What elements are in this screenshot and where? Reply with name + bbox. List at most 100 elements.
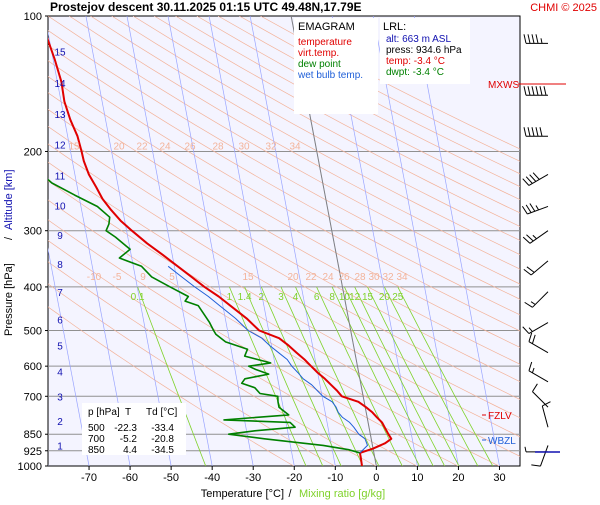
legend-item-virt-temp: virt.temp. (298, 48, 339, 59)
table-row-700-t: -5.2 (120, 434, 138, 445)
chart-title: Prostejov descent 30.11.2025 01:15 UTC 4… (50, 0, 362, 14)
adiabat-label: 24 (322, 272, 334, 283)
y-tick-label: 300 (24, 226, 42, 238)
table-row-700-td: -20.8 (151, 434, 174, 445)
y-axis-label-separator: / (3, 236, 15, 240)
legend-box: EMAGRAM temperature virt.temp. dew point… (294, 18, 378, 114)
y-tick-label: 700 (24, 391, 42, 403)
legend-item-dew-point: dew point (298, 59, 341, 70)
x-tick-label: -60 (122, 472, 138, 484)
adiabat-label: 20 (287, 272, 299, 283)
altitude-tick-label: 4 (57, 367, 63, 378)
wind-barb (524, 34, 548, 43)
wind-barb (523, 231, 548, 244)
adiabat-label: 32 (265, 141, 277, 152)
y-tick-label: 400 (24, 282, 42, 294)
x-axis-title: Temperature [°C] / Mixing ratio [g/kg] (201, 488, 385, 500)
wind-barb (531, 445, 548, 466)
mixing-ratio-label: 8 (329, 292, 335, 303)
x-axis-label: Temperature [°C] (201, 488, 284, 500)
adiabat-label: 15 (242, 272, 254, 283)
altitude-tick-label: 6 (57, 315, 63, 326)
wind-barb (524, 261, 548, 275)
altitude-tick-label: 12 (54, 141, 66, 152)
summary-table: p [hPa] T Td [°C] 500 -22.3 -33.4 700 -5… (82, 403, 186, 456)
wind-barb (523, 323, 548, 334)
lrl-pressure: press: 934.6 hPa (386, 45, 462, 56)
lrl-temperature: temp: -3.4 °C (386, 56, 445, 67)
x-tick-label: 0 (373, 472, 379, 484)
wind-barb (522, 203, 548, 214)
wind-barb (524, 86, 548, 95)
mixing-ratio-label: 25 (392, 292, 404, 303)
mixing-ratio-label: 20 (379, 292, 391, 303)
isotherm-line (0, 16, 7, 466)
adiabat-label: 30 (238, 141, 250, 152)
adiabat-label: 26 (338, 272, 350, 283)
adiabat-label: 24 (159, 141, 171, 152)
y-axis-title: Pressure [hPa] / Altitude [km] (3, 169, 15, 336)
mixing-ratio-label: 3 (278, 292, 284, 303)
table-row-850-p: 850 (88, 445, 105, 456)
credit-text: CHMI © 2025 (530, 2, 597, 14)
lrl-altitude: alt: 663 m ASL (386, 34, 451, 45)
y-tick-label: 500 (24, 326, 42, 338)
mixing-ratio-label: 0.1 (131, 292, 145, 303)
mixing-ratio-label: 15 (362, 292, 374, 303)
table-row-850-td: -34.5 (151, 445, 174, 456)
adiabat-label: 26 (184, 141, 196, 152)
y-tick-label: 925 (24, 446, 42, 458)
adiabat-label: 9 (140, 272, 146, 283)
x-tick-label: -30 (245, 472, 261, 484)
altitude-tick-label: 1 (57, 441, 63, 452)
table-row-500-t: -22.3 (114, 423, 137, 434)
mixing-ratio-label: 12 (349, 292, 361, 303)
table-header-t: T (125, 407, 131, 418)
x-tick-label: -40 (204, 472, 220, 484)
mixing-ratio-label: 4 (293, 292, 299, 303)
y-axis-label-altitude: Altitude [km] (3, 169, 15, 230)
x-tick-label: -20 (286, 472, 302, 484)
adiabat-label: -5 (113, 272, 122, 283)
altitude-tick-label: 2 (57, 417, 63, 428)
wind-barb (529, 362, 548, 382)
adiabat-label: 32 (382, 272, 394, 283)
x-axis-label-separator: / (288, 488, 292, 500)
table-row-700-p: 700 (88, 434, 105, 445)
adiabat-label: 28 (354, 272, 366, 283)
x-tick-label: -70 (81, 472, 97, 484)
marker-fzlv: FZLV (488, 411, 512, 422)
altitude-tick-label: 13 (54, 110, 66, 121)
mixing-ratio-label: 6 (314, 292, 320, 303)
altitude-tick-label: 14 (54, 79, 66, 90)
y-tick-label: 850 (24, 429, 42, 441)
x-tick-label: 20 (452, 472, 464, 484)
table-row-500-td: -33.4 (151, 423, 174, 434)
wind-barb (529, 333, 548, 353)
adiabat-label: 5 (169, 272, 175, 283)
adiabat-label: 20 (113, 141, 125, 152)
wind-barb (523, 173, 548, 186)
table-row-500-p: 500 (88, 423, 105, 434)
adiabat-label: -10 (87, 272, 102, 283)
mixing-ratio-label: 2 (259, 292, 265, 303)
adiabat-label: 28 (212, 141, 224, 152)
y-axis-label: Pressure [hPa] (3, 263, 15, 336)
adiabat-label: 22 (136, 141, 148, 152)
adiabat-label: 15 (68, 141, 80, 152)
adiabat-label: 30 (368, 272, 380, 283)
wind-barb (525, 292, 548, 308)
legend-title: EMAGRAM (298, 21, 355, 33)
mixing-ratio-label: 1 (227, 292, 233, 303)
marker-wbzl: WBZL (488, 436, 516, 447)
altitude-tick-label: 8 (57, 260, 63, 271)
y-tick-label: 1000 (18, 461, 42, 473)
adiabat-label: 22 (305, 272, 317, 283)
y-tick-label: 100 (24, 11, 42, 23)
altitude-tick-label: 3 (57, 392, 63, 403)
wind-barb (525, 447, 548, 452)
legend-item-temperature: temperature (298, 37, 352, 48)
altitude-tick-label: 10 (54, 202, 66, 213)
wind-barb (524, 127, 548, 136)
